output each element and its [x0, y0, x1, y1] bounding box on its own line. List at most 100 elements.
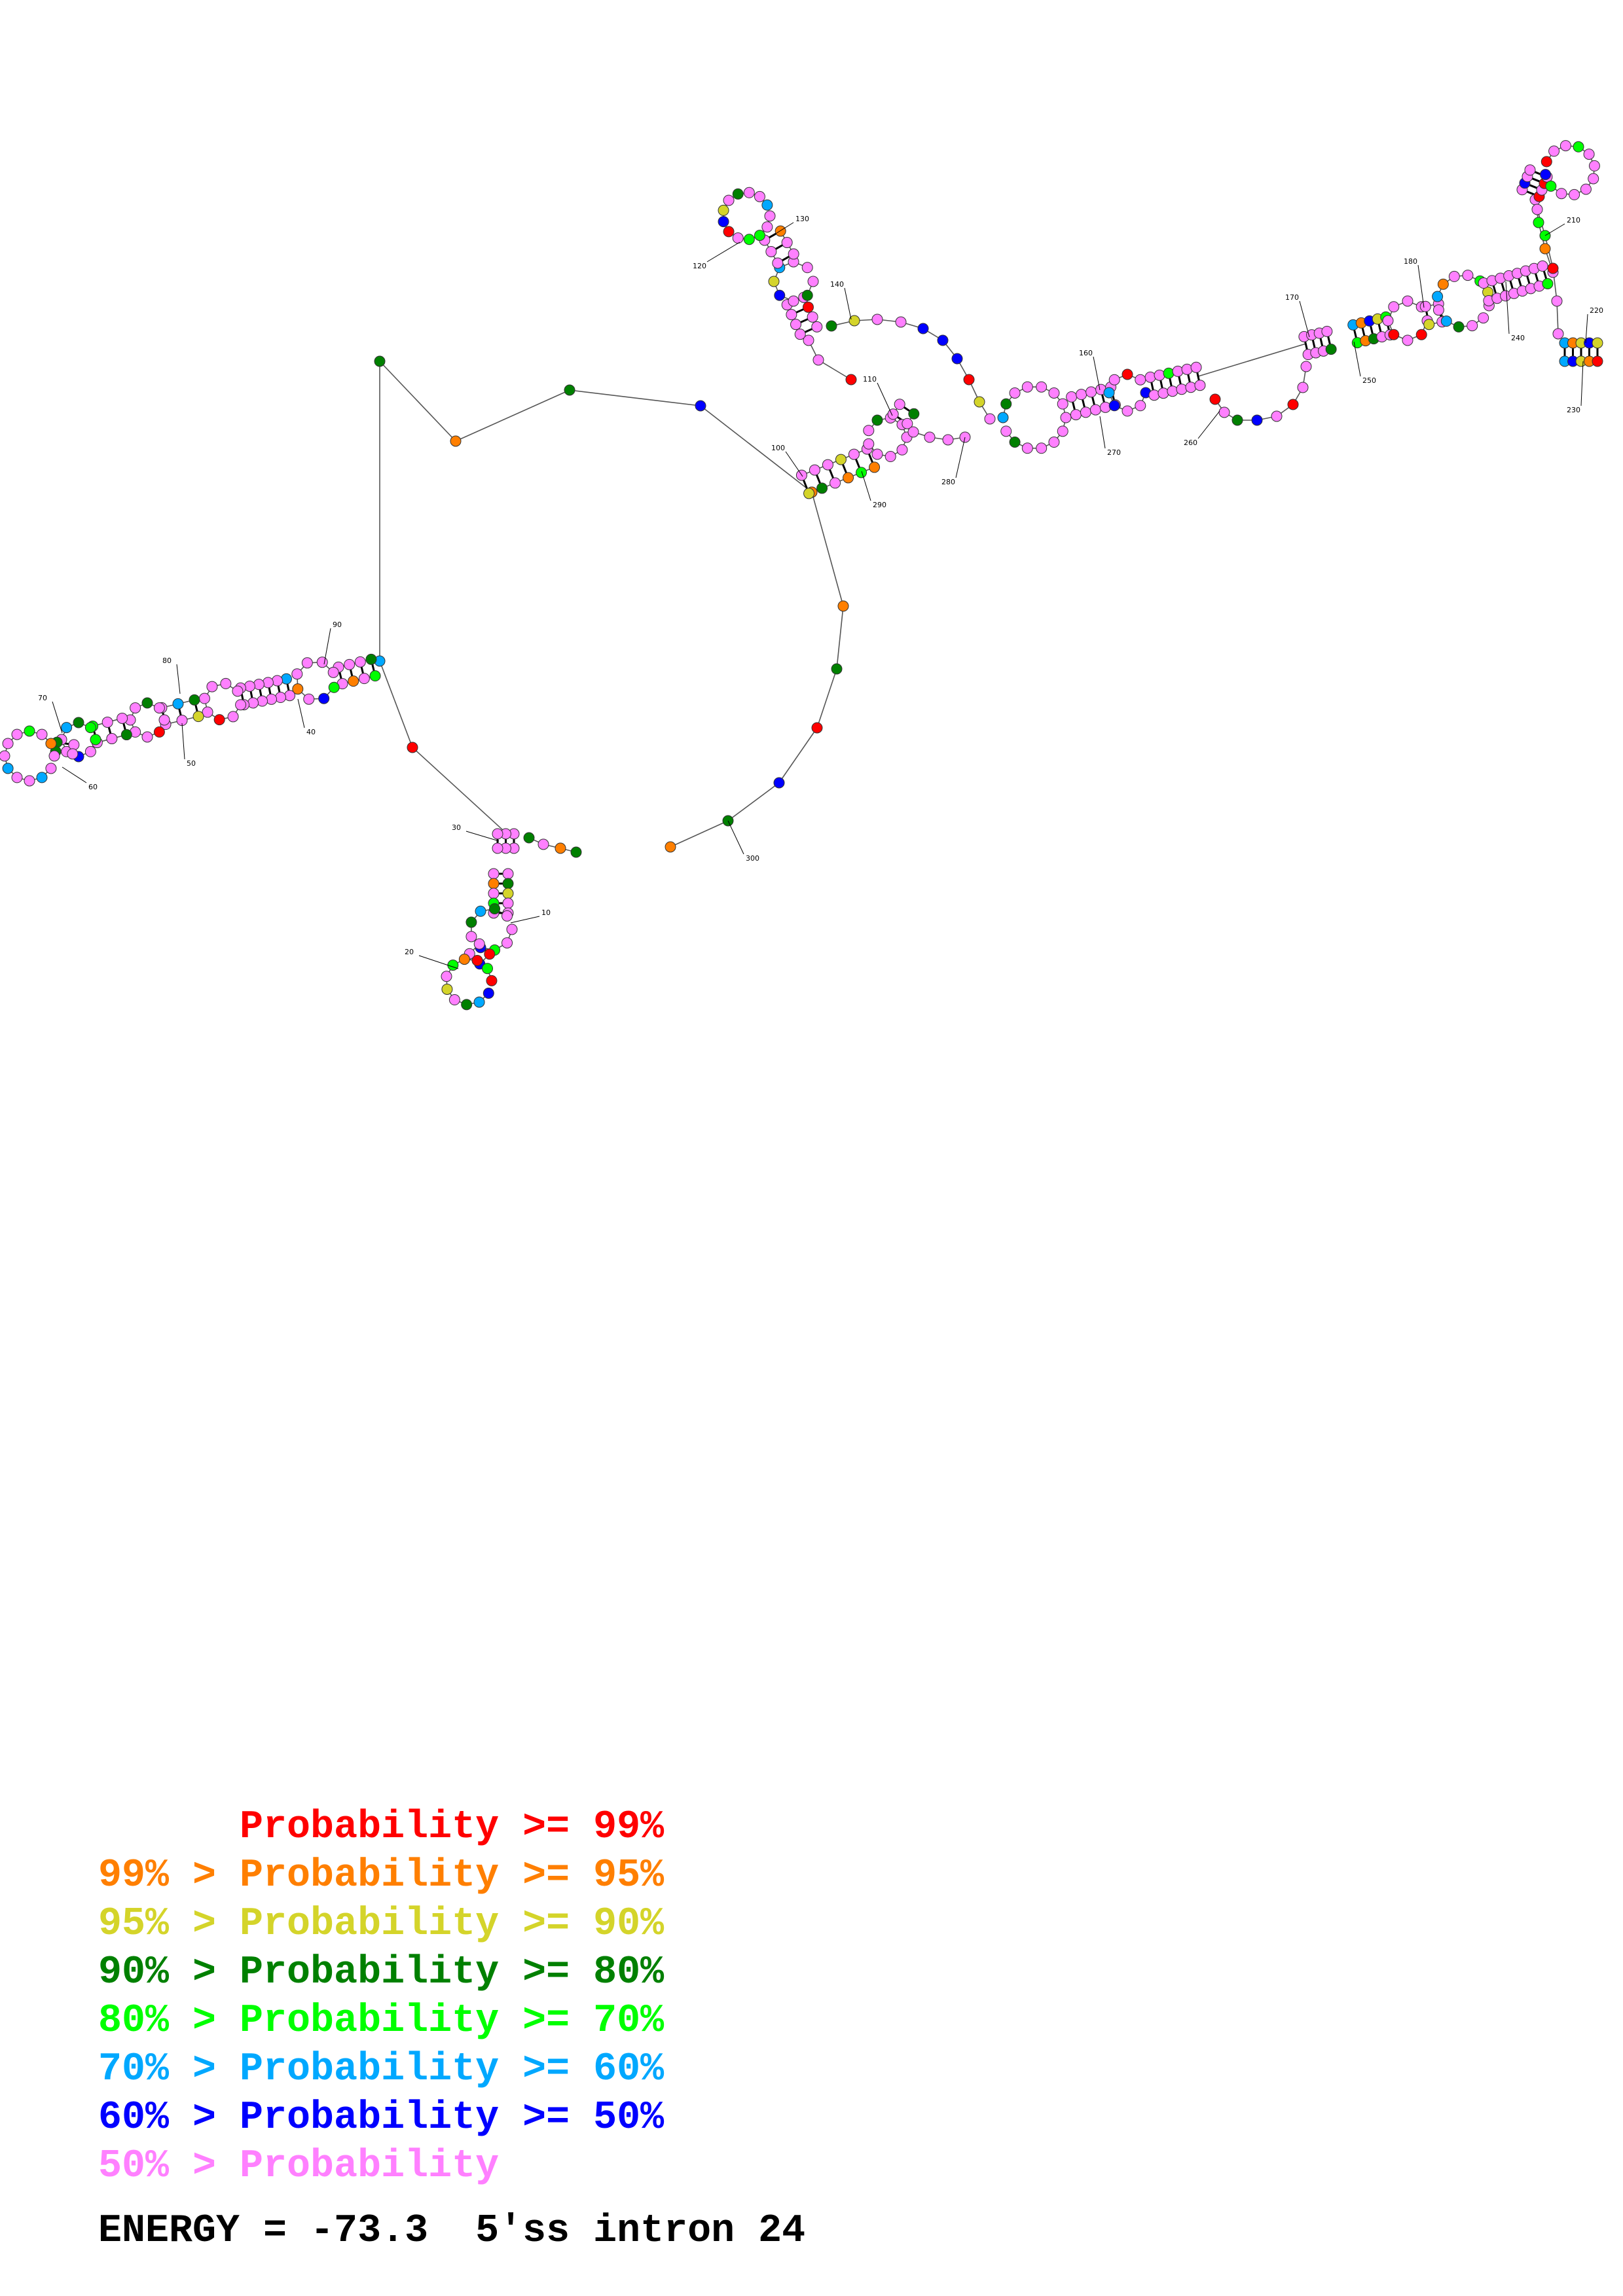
loop-nucleotide	[213, 714, 225, 726]
unpaired-nucleotide	[665, 841, 676, 853]
paired-nucleotide	[354, 656, 366, 668]
unpaired-nucleotide	[895, 316, 907, 328]
loop-nucleotide	[0, 750, 10, 762]
loop-nucleotide	[1588, 160, 1600, 171]
unpaired-nucleotide	[1531, 204, 1543, 215]
position-label: 80	[162, 656, 172, 665]
loop-nucleotide	[1467, 320, 1478, 332]
backbone-segment	[379, 660, 413, 748]
paired-nucleotide	[1066, 391, 1078, 403]
loop-nucleotide	[768, 276, 780, 287]
loop-nucleotide	[48, 750, 60, 762]
loop-nucleotide	[318, 692, 330, 704]
paired-nucleotide	[822, 459, 833, 471]
paired-nucleotide	[120, 729, 132, 741]
paired-nucleotide	[856, 467, 867, 478]
loop-nucleotide	[198, 692, 210, 704]
loop-nucleotide	[764, 210, 776, 222]
paired-nucleotide	[1419, 300, 1431, 312]
loop-nucleotide	[1048, 387, 1060, 399]
paired-nucleotide	[765, 245, 777, 257]
position-label: 260	[1184, 439, 1197, 447]
loop-nucleotide	[761, 221, 773, 233]
loop-nucleotide	[11, 772, 23, 783]
loop-nucleotide	[1103, 387, 1115, 399]
loop-nucleotide	[292, 683, 304, 695]
paired-nucleotide	[253, 679, 264, 691]
backbone-segment	[1197, 343, 1307, 377]
unpaired-nucleotide	[974, 396, 985, 408]
loop-nucleotide	[1108, 400, 1120, 412]
loop-nucleotide	[1009, 387, 1021, 399]
paired-nucleotide	[1099, 401, 1111, 413]
backbone-segment	[700, 405, 812, 493]
loop-nucleotide	[303, 693, 315, 705]
paired-nucleotide	[344, 658, 356, 670]
loop-nucleotide	[130, 702, 141, 714]
unpaired-nucleotide	[1271, 410, 1283, 422]
unpaired-nucleotide	[984, 413, 996, 425]
loop-nucleotide	[475, 905, 486, 917]
loop-nucleotide	[1478, 312, 1489, 324]
paired-nucleotide	[1185, 382, 1197, 393]
paired-nucleotide	[788, 248, 799, 260]
loop-nucleotide	[1540, 169, 1552, 181]
loop-nucleotide	[1556, 188, 1567, 200]
loop-nucleotide	[896, 444, 908, 456]
loop-nucleotide	[1009, 437, 1021, 448]
loop-nucleotide	[801, 289, 813, 301]
paired-nucleotide	[1080, 406, 1091, 418]
unpaired-nucleotide	[1209, 393, 1221, 405]
unpaired-nucleotide	[1539, 243, 1551, 255]
loop-nucleotide	[235, 699, 247, 711]
loop-nucleotide	[1440, 315, 1452, 327]
backbone-segment	[778, 727, 818, 783]
loop-nucleotide	[718, 204, 729, 216]
unpaired-nucleotide	[523, 832, 535, 844]
loop-nucleotide	[732, 232, 744, 244]
loop-nucleotide	[1559, 140, 1571, 152]
loop-nucleotide	[754, 230, 765, 242]
position-label: 270	[1107, 448, 1121, 457]
loop-nucleotide	[1448, 270, 1460, 282]
loop-nucleotide	[220, 677, 232, 689]
loop-nucleotide	[801, 262, 813, 274]
loop-nucleotide	[1135, 374, 1146, 386]
unpaired-nucleotide	[1551, 295, 1563, 307]
loop-nucleotide	[73, 717, 84, 728]
unpaired-nucleotide	[407, 742, 418, 753]
loop-nucleotide	[327, 666, 339, 678]
position-label: 180	[1404, 257, 1417, 266]
paired-nucleotide	[117, 712, 128, 724]
unpaired-nucleotide	[1547, 262, 1559, 274]
legend-row-80: 90% > Probability >= 80%	[98, 1950, 665, 1995]
loop-nucleotide	[458, 954, 470, 965]
unpaired-nucleotide	[871, 314, 883, 325]
loop-nucleotide	[1462, 270, 1474, 281]
loop-nucleotide	[732, 188, 744, 200]
position-label: 30	[452, 823, 461, 832]
paired-nucleotide	[1321, 325, 1333, 337]
paired-nucleotide	[284, 690, 296, 702]
paired-nucleotide	[502, 878, 514, 889]
loop-nucleotide	[441, 971, 452, 982]
loop-nucleotide	[2, 762, 14, 774]
loop-nucleotide	[483, 988, 494, 999]
loop-nucleotide	[1000, 398, 1012, 410]
paired-nucleotide	[794, 329, 806, 340]
paired-nucleotide	[172, 698, 184, 709]
loop-nucleotide	[506, 924, 518, 935]
unpaired-nucleotide	[570, 846, 582, 858]
unpaired-nucleotide	[538, 838, 549, 850]
unpaired-nucleotide	[450, 435, 462, 447]
position-label: 140	[830, 280, 844, 289]
loop-nucleotide	[1573, 141, 1584, 152]
position-label-leader	[323, 628, 331, 665]
paired-nucleotide	[843, 472, 854, 484]
position-label: 40	[306, 728, 316, 736]
loop-nucleotide	[1021, 442, 1033, 454]
legend-row-50: 60% > Probability >= 50%	[98, 2096, 665, 2140]
unpaired-nucleotide	[695, 400, 706, 412]
position-label-leader	[772, 222, 794, 236]
paired-nucleotide	[101, 716, 113, 728]
